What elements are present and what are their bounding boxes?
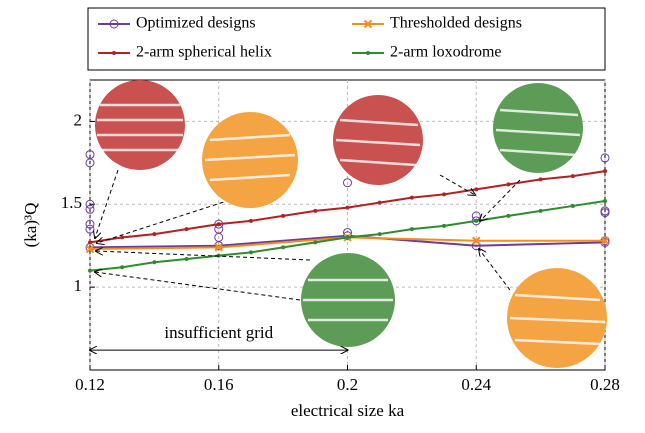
marker [343, 178, 352, 188]
marker [184, 227, 189, 232]
marker [506, 213, 511, 218]
marker [345, 205, 350, 210]
x-tick-label: 0.28 [590, 375, 620, 394]
legend-label: Thresholded designs [390, 15, 522, 32]
legend-label: 2-arm loxodrome [390, 44, 502, 61]
marker [442, 192, 447, 197]
marker [281, 213, 286, 218]
marker [85, 219, 95, 229]
marker [313, 240, 318, 245]
marker [442, 223, 447, 228]
marker [85, 224, 95, 234]
marker [603, 169, 607, 174]
y-tick-label: 2 [74, 110, 83, 129]
annotation: insufficient grid [164, 323, 273, 342]
marker [409, 195, 414, 200]
marker [366, 51, 370, 55]
marker [600, 236, 610, 245]
marker [152, 232, 157, 237]
marker [474, 218, 479, 223]
marker [377, 200, 382, 205]
y-axis-label: (ka)³Q [21, 203, 40, 248]
marker [184, 256, 189, 261]
marker [85, 199, 95, 209]
marker [603, 198, 607, 203]
marker [506, 182, 511, 187]
marker [109, 19, 119, 29]
marker [112, 51, 116, 55]
marker [377, 232, 382, 237]
x-tick-label: 0.16 [204, 375, 234, 394]
marker [600, 208, 610, 218]
marker [214, 232, 224, 242]
marker [120, 265, 125, 270]
marker [570, 174, 575, 179]
marker [538, 208, 543, 213]
y-tick-label: 1 [74, 276, 83, 295]
marker [248, 250, 253, 255]
legend-label: Optimized designs [136, 15, 256, 32]
marker [570, 203, 575, 208]
marker [85, 158, 95, 168]
marker [214, 243, 223, 252]
marker [409, 227, 414, 232]
sphere-illustrations [95, 80, 607, 368]
marker [600, 153, 610, 163]
x-axis-label: electrical size ka [291, 401, 405, 420]
x-tick-label: 0.12 [75, 375, 105, 394]
marker [85, 204, 95, 214]
marker [313, 208, 318, 213]
marker [472, 236, 481, 245]
marker [152, 260, 157, 265]
x-tick-label: 0.2 [337, 375, 358, 394]
marker [281, 245, 286, 250]
x-tick-label: 0.24 [461, 375, 491, 394]
marker [343, 231, 352, 241]
marker [120, 235, 125, 240]
marker [538, 177, 543, 182]
marker [216, 253, 221, 258]
marker [85, 244, 95, 254]
marker [88, 268, 92, 273]
marker [88, 240, 92, 245]
marker [216, 222, 221, 227]
marker [248, 218, 253, 223]
marker [345, 235, 350, 240]
legend-box [87, 7, 606, 71]
y-tick-label: 1.5 [61, 193, 82, 212]
legend-label: 2-arm spherical helix [136, 44, 272, 61]
marker [474, 187, 479, 192]
marker [363, 19, 373, 29]
